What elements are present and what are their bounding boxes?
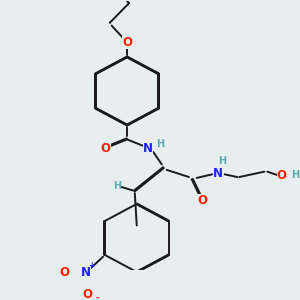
Text: N: N — [81, 266, 91, 279]
Text: O: O — [277, 169, 287, 182]
Text: H: H — [113, 181, 122, 191]
Text: O: O — [82, 288, 92, 300]
Text: O: O — [122, 36, 132, 49]
Text: O: O — [101, 142, 111, 155]
Text: H: H — [156, 139, 164, 149]
Text: H: H — [218, 156, 226, 166]
Text: N: N — [213, 167, 223, 180]
Text: O: O — [59, 266, 69, 279]
Text: N: N — [143, 142, 153, 155]
Text: O: O — [197, 194, 208, 207]
Text: +: + — [88, 261, 94, 270]
Text: -: - — [95, 293, 99, 300]
Text: H: H — [291, 170, 299, 180]
